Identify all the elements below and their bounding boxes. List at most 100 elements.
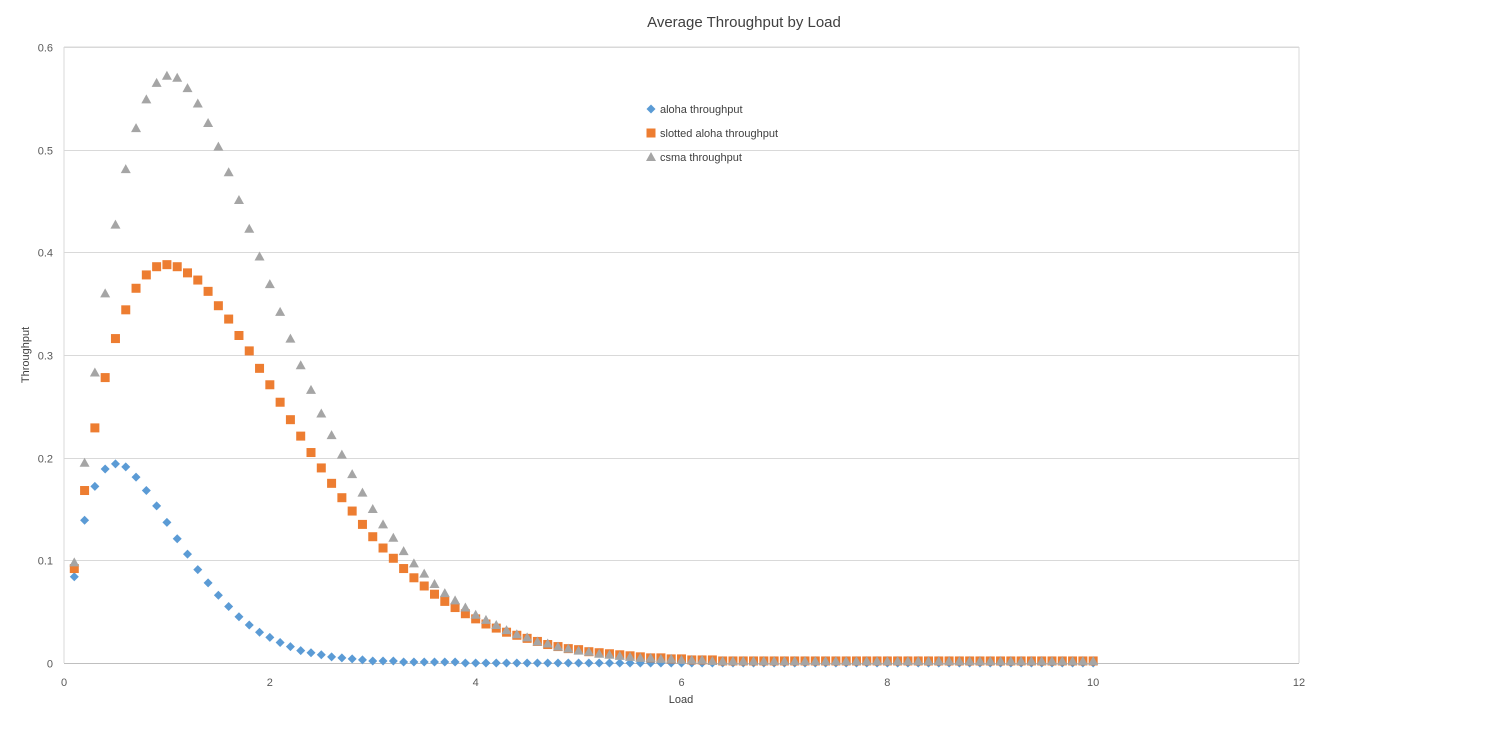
data-point bbox=[481, 619, 491, 629]
data-point bbox=[121, 305, 131, 315]
data-point bbox=[264, 279, 275, 289]
data-point bbox=[203, 286, 213, 296]
data-point bbox=[224, 602, 234, 612]
legend: aloha throughput slotted aloha throughput… bbox=[646, 104, 778, 164]
data-point bbox=[368, 656, 378, 666]
data-point bbox=[316, 408, 327, 418]
data-point bbox=[254, 251, 265, 261]
data-point bbox=[440, 596, 450, 606]
data-point bbox=[80, 515, 90, 525]
data-point bbox=[378, 656, 388, 666]
data-point bbox=[80, 486, 90, 496]
data-point bbox=[913, 655, 924, 665]
data-point bbox=[450, 603, 460, 613]
data-point bbox=[316, 650, 326, 660]
data-point bbox=[275, 637, 285, 647]
x-tick-label: 8 bbox=[884, 677, 890, 689]
data-point bbox=[491, 658, 501, 668]
chart-title: Average Throughput by Load bbox=[647, 14, 841, 31]
data-point bbox=[398, 546, 409, 556]
data-point bbox=[399, 657, 409, 667]
data-point bbox=[1057, 655, 1068, 665]
data-point bbox=[131, 123, 142, 133]
data-point bbox=[336, 449, 347, 459]
data-point bbox=[152, 262, 162, 272]
data-point bbox=[244, 620, 254, 630]
data-point bbox=[1036, 655, 1047, 665]
data-point bbox=[408, 558, 419, 568]
legend-label: slotted aloha throughput bbox=[660, 128, 778, 140]
x-tick-label: 10 bbox=[1087, 677, 1099, 689]
data-point bbox=[727, 655, 738, 665]
data-point bbox=[604, 658, 614, 668]
data-point bbox=[738, 655, 749, 665]
x-tick-label: 6 bbox=[678, 677, 684, 689]
data-point bbox=[707, 655, 718, 665]
data-point bbox=[985, 655, 996, 665]
data-point bbox=[491, 620, 502, 630]
data-point bbox=[69, 557, 80, 567]
data-point bbox=[522, 632, 533, 642]
data-point bbox=[676, 654, 687, 664]
data-point bbox=[409, 573, 419, 583]
x-tick-label: 2 bbox=[267, 677, 273, 689]
data-point bbox=[532, 658, 542, 668]
data-point bbox=[192, 98, 203, 108]
data-point bbox=[481, 658, 491, 668]
data-point bbox=[1016, 655, 1027, 665]
data-point bbox=[563, 658, 573, 668]
data-point bbox=[141, 486, 151, 496]
legend-marker bbox=[646, 128, 656, 138]
data-point bbox=[182, 83, 193, 93]
x-tick-label: 4 bbox=[473, 677, 479, 689]
data-point bbox=[337, 653, 347, 663]
data-point bbox=[563, 643, 574, 653]
data-point bbox=[614, 650, 625, 660]
y-tick-label: 0 bbox=[47, 659, 53, 671]
data-point bbox=[172, 72, 183, 82]
data-point bbox=[90, 423, 100, 433]
data-point bbox=[512, 658, 522, 668]
data-point bbox=[1047, 655, 1057, 665]
data-point bbox=[419, 657, 429, 667]
data-point bbox=[419, 581, 429, 591]
data-point bbox=[357, 519, 367, 529]
data-point bbox=[841, 655, 852, 665]
data-point bbox=[1067, 655, 1078, 665]
data-point bbox=[89, 367, 100, 377]
data-point bbox=[594, 658, 604, 668]
data-point bbox=[686, 654, 697, 664]
data-point bbox=[90, 481, 100, 491]
data-point bbox=[902, 655, 913, 665]
data-point bbox=[502, 658, 512, 668]
data-point bbox=[460, 609, 470, 619]
data-point bbox=[183, 268, 192, 278]
data-point bbox=[306, 648, 316, 658]
data-point bbox=[121, 462, 131, 472]
x-axis-label: Load bbox=[669, 694, 693, 706]
data-point bbox=[265, 380, 275, 390]
data-point bbox=[172, 262, 182, 272]
data-points bbox=[69, 70, 1099, 668]
data-point bbox=[995, 655, 1006, 665]
data-point bbox=[388, 656, 398, 666]
series-square bbox=[69, 260, 1098, 666]
data-point bbox=[480, 614, 491, 624]
data-point bbox=[69, 564, 79, 574]
data-point bbox=[100, 373, 110, 383]
data-point bbox=[162, 517, 172, 527]
legend-marker bbox=[646, 152, 656, 161]
data-point bbox=[851, 655, 862, 665]
data-point bbox=[758, 655, 769, 665]
data-point bbox=[172, 534, 182, 544]
data-point bbox=[141, 94, 152, 104]
y-tick-label: 0.6 bbox=[38, 43, 53, 55]
data-point bbox=[439, 588, 450, 598]
data-point bbox=[944, 655, 955, 665]
y-tick-label: 0.4 bbox=[38, 248, 53, 260]
data-point bbox=[110, 219, 121, 229]
data-point bbox=[295, 360, 306, 370]
data-point bbox=[872, 655, 883, 665]
